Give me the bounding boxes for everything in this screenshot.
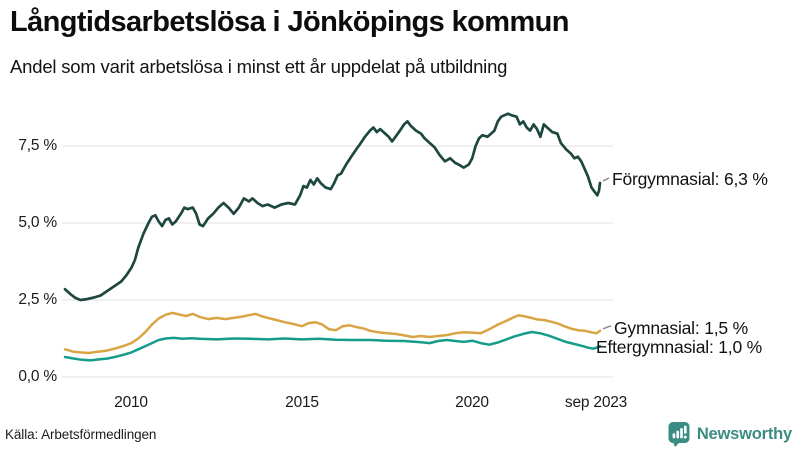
newsworthy-wordmark: Newsworthy xyxy=(696,424,792,443)
x-tick-label: 2020 xyxy=(455,394,489,411)
series-line-1 xyxy=(63,311,602,355)
newsworthy-logo[interactable]: Newsworthy xyxy=(668,420,792,448)
series-end-label-1: Gymnasial: 1,5 % xyxy=(614,318,748,338)
y-tick-label: 5,0 % xyxy=(18,214,57,231)
series-end-label-0: Förgymnasial: 6,3 % xyxy=(612,169,768,189)
label-leader-dash xyxy=(602,325,612,330)
series-end-label-2: Eftergymnasial: 1,0 % xyxy=(596,337,763,357)
y-tick-label: 0,0 % xyxy=(18,368,57,385)
x-tick-label: sep 2023 xyxy=(564,394,628,411)
bar-chart-speech-bubble-icon xyxy=(668,421,690,447)
y-tick-label: 7,5 % xyxy=(18,137,57,154)
x-tick-label: 2015 xyxy=(285,394,319,411)
chart-title: Långtidsarbetslösa i Jönköpings kommun xyxy=(10,6,570,38)
chart-subtitle: Andel som varit arbetslösa i minst ett å… xyxy=(10,56,508,77)
y-tick-label: 2,5 % xyxy=(18,291,57,308)
series-line-2 xyxy=(63,330,602,362)
label-leader-dash xyxy=(602,177,610,182)
series-line-0 xyxy=(63,112,602,302)
source-note: Källa: Arbetsförmedlingen xyxy=(5,427,157,442)
x-tick-label: 2010 xyxy=(114,394,148,411)
